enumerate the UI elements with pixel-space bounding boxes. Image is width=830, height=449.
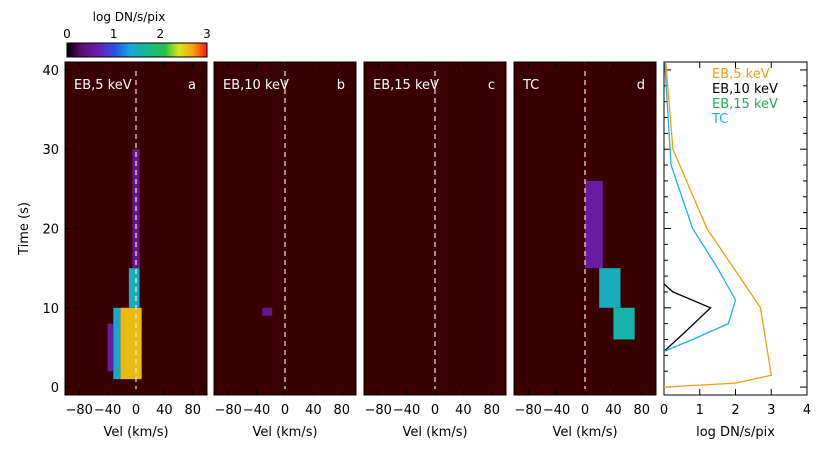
y-tick-label: 40: [42, 64, 59, 79]
x-tick-label: 40: [455, 403, 472, 418]
colorbar-tick-label: 0: [63, 27, 71, 41]
x-tick-label: −80: [214, 403, 241, 418]
legend-entry: EB,5 keV: [712, 67, 770, 82]
y-tick-label: 0: [51, 381, 59, 396]
heatmap-cell: [120, 307, 142, 380]
panel-d: TC d −80 −40 0 40 80 Vel (km/s): [513, 61, 657, 440]
x-tick-label: −40: [393, 403, 420, 418]
panel-letter: d: [637, 78, 645, 93]
x-tick-label: 80: [634, 403, 651, 418]
heatmap-cell: [262, 307, 273, 316]
x-axis-label: Vel (km/s): [552, 425, 617, 440]
panel-a: EB,5 keV a −80 −40 0 40 80 Vel (km/s) 0 10 20 30 40 T…: [17, 61, 208, 440]
x-tick-label: 0: [132, 403, 140, 418]
x-tick-label: 1: [696, 403, 704, 418]
series-line: [663, 283, 712, 352]
panel-c: EB,15 keV c −80 −40 0 40 80 Vel (km/s): [363, 61, 507, 440]
x-axis-label: log DN/s/pix: [696, 425, 775, 440]
panel-letter: a: [188, 78, 196, 93]
x-tick-label: −40: [243, 403, 270, 418]
x-axis-label: Vel (km/s): [402, 425, 467, 440]
heatmap-cell: [585, 180, 603, 269]
colorbar-tick-label: 3: [203, 27, 211, 41]
x-tick-label: 0: [581, 403, 589, 418]
colorbar: log DN/s/pix 0 1 2 3: [63, 10, 211, 58]
legend-entry: EB,10 keV: [712, 82, 778, 97]
x-tick-label: 40: [305, 403, 322, 418]
x-tick-label: 0: [431, 403, 439, 418]
x-tick-label: 4: [803, 403, 811, 418]
series-line: [663, 61, 737, 353]
legend-entry: EB,15 keV: [712, 97, 778, 112]
heatmap-cell: [113, 307, 121, 380]
y-tick-label: 30: [42, 143, 59, 158]
colorbar-tick-label: 2: [157, 27, 165, 41]
x-tick-label: −80: [65, 403, 92, 418]
legend-entry: TC: [711, 112, 728, 127]
series-line: [663, 61, 773, 388]
x-tick-label: −40: [94, 403, 121, 418]
x-tick-label: 3: [767, 403, 775, 418]
y-tick-label: 20: [42, 223, 59, 238]
profile-frame: [663, 61, 808, 396]
x-tick-label: 0: [281, 403, 289, 418]
panel-letter: b: [337, 78, 345, 93]
x-tick-label: 80: [334, 403, 351, 418]
x-tick-label: −80: [364, 403, 391, 418]
panel-label: EB,15 keV: [373, 78, 439, 93]
x-tick-label: 40: [156, 403, 173, 418]
x-tick-label: 40: [605, 403, 622, 418]
colorbar-gradient: [66, 42, 208, 58]
x-tick-label: 0: [660, 403, 668, 418]
panel-label: TC: [522, 78, 539, 93]
x-tick-label: −40: [543, 403, 570, 418]
y-axis-label: Time (s): [17, 202, 32, 256]
x-tick-label: 2: [731, 403, 739, 418]
panel-label: EB,5 keV: [74, 78, 132, 93]
y-tick-label: 10: [42, 302, 59, 317]
heatmap-cell: [128, 268, 140, 308]
colorbar-tick-labels: 0 1 2 3: [63, 27, 211, 41]
heatmap-cell: [107, 323, 114, 372]
colorbar-title: log DN/s/pix: [93, 10, 166, 24]
x-tick-label: 80: [484, 403, 501, 418]
panel-label: EB,10 keV: [223, 78, 289, 93]
panel-b: EB,10 keV b −80 −40 0 40 80 Vel (km/s): [213, 61, 357, 440]
x-axis-label: Vel (km/s): [252, 425, 317, 440]
heatmap-cell: [599, 268, 621, 308]
panel-letter: c: [488, 78, 495, 93]
heatmap-cell: [613, 307, 635, 340]
x-tick-label: 80: [185, 403, 202, 418]
x-axis-label: Vel (km/s): [103, 425, 168, 440]
x-tick-label: −80: [514, 403, 541, 418]
colorbar-tick-label: 1: [110, 27, 118, 41]
